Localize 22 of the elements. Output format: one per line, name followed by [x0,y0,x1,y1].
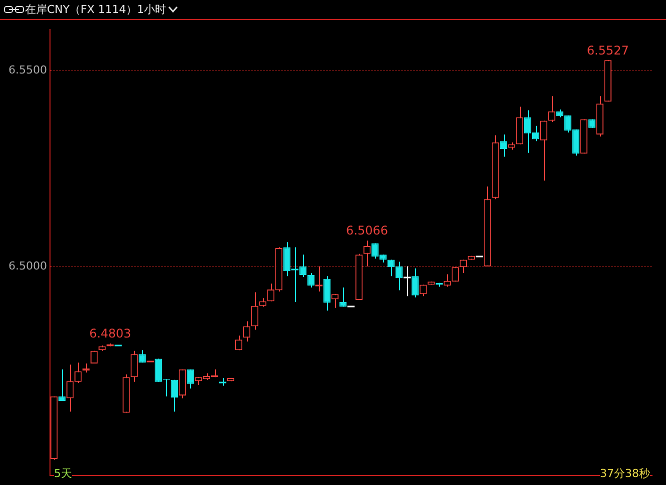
y-tick-label: 6.5000 [8,259,47,272]
candlestick [251,292,258,330]
candlestick [323,276,331,312]
candlestick [412,268,419,298]
annotation: 5天 [54,467,72,481]
text: 6.4803 [89,326,132,341]
chart-subtitle: 1小时 [137,2,166,18]
candlestick [82,362,90,373]
y-tick-label: 6.5500 [8,64,47,77]
candlestick [540,120,548,182]
text: 6.5066 [346,224,388,238]
candlestick [314,266,324,292]
candlestick [130,350,138,382]
candlestick [170,379,178,412]
chart-title: 在岸CNY（FX 1114） [25,2,137,18]
text: 6.5527 [586,43,629,58]
candlestick [331,294,339,308]
candlestick [66,364,74,412]
candlestick [500,134,508,158]
annotation: 37分38秒 [600,467,650,481]
candlestick [186,368,194,390]
candlestick [90,350,98,364]
